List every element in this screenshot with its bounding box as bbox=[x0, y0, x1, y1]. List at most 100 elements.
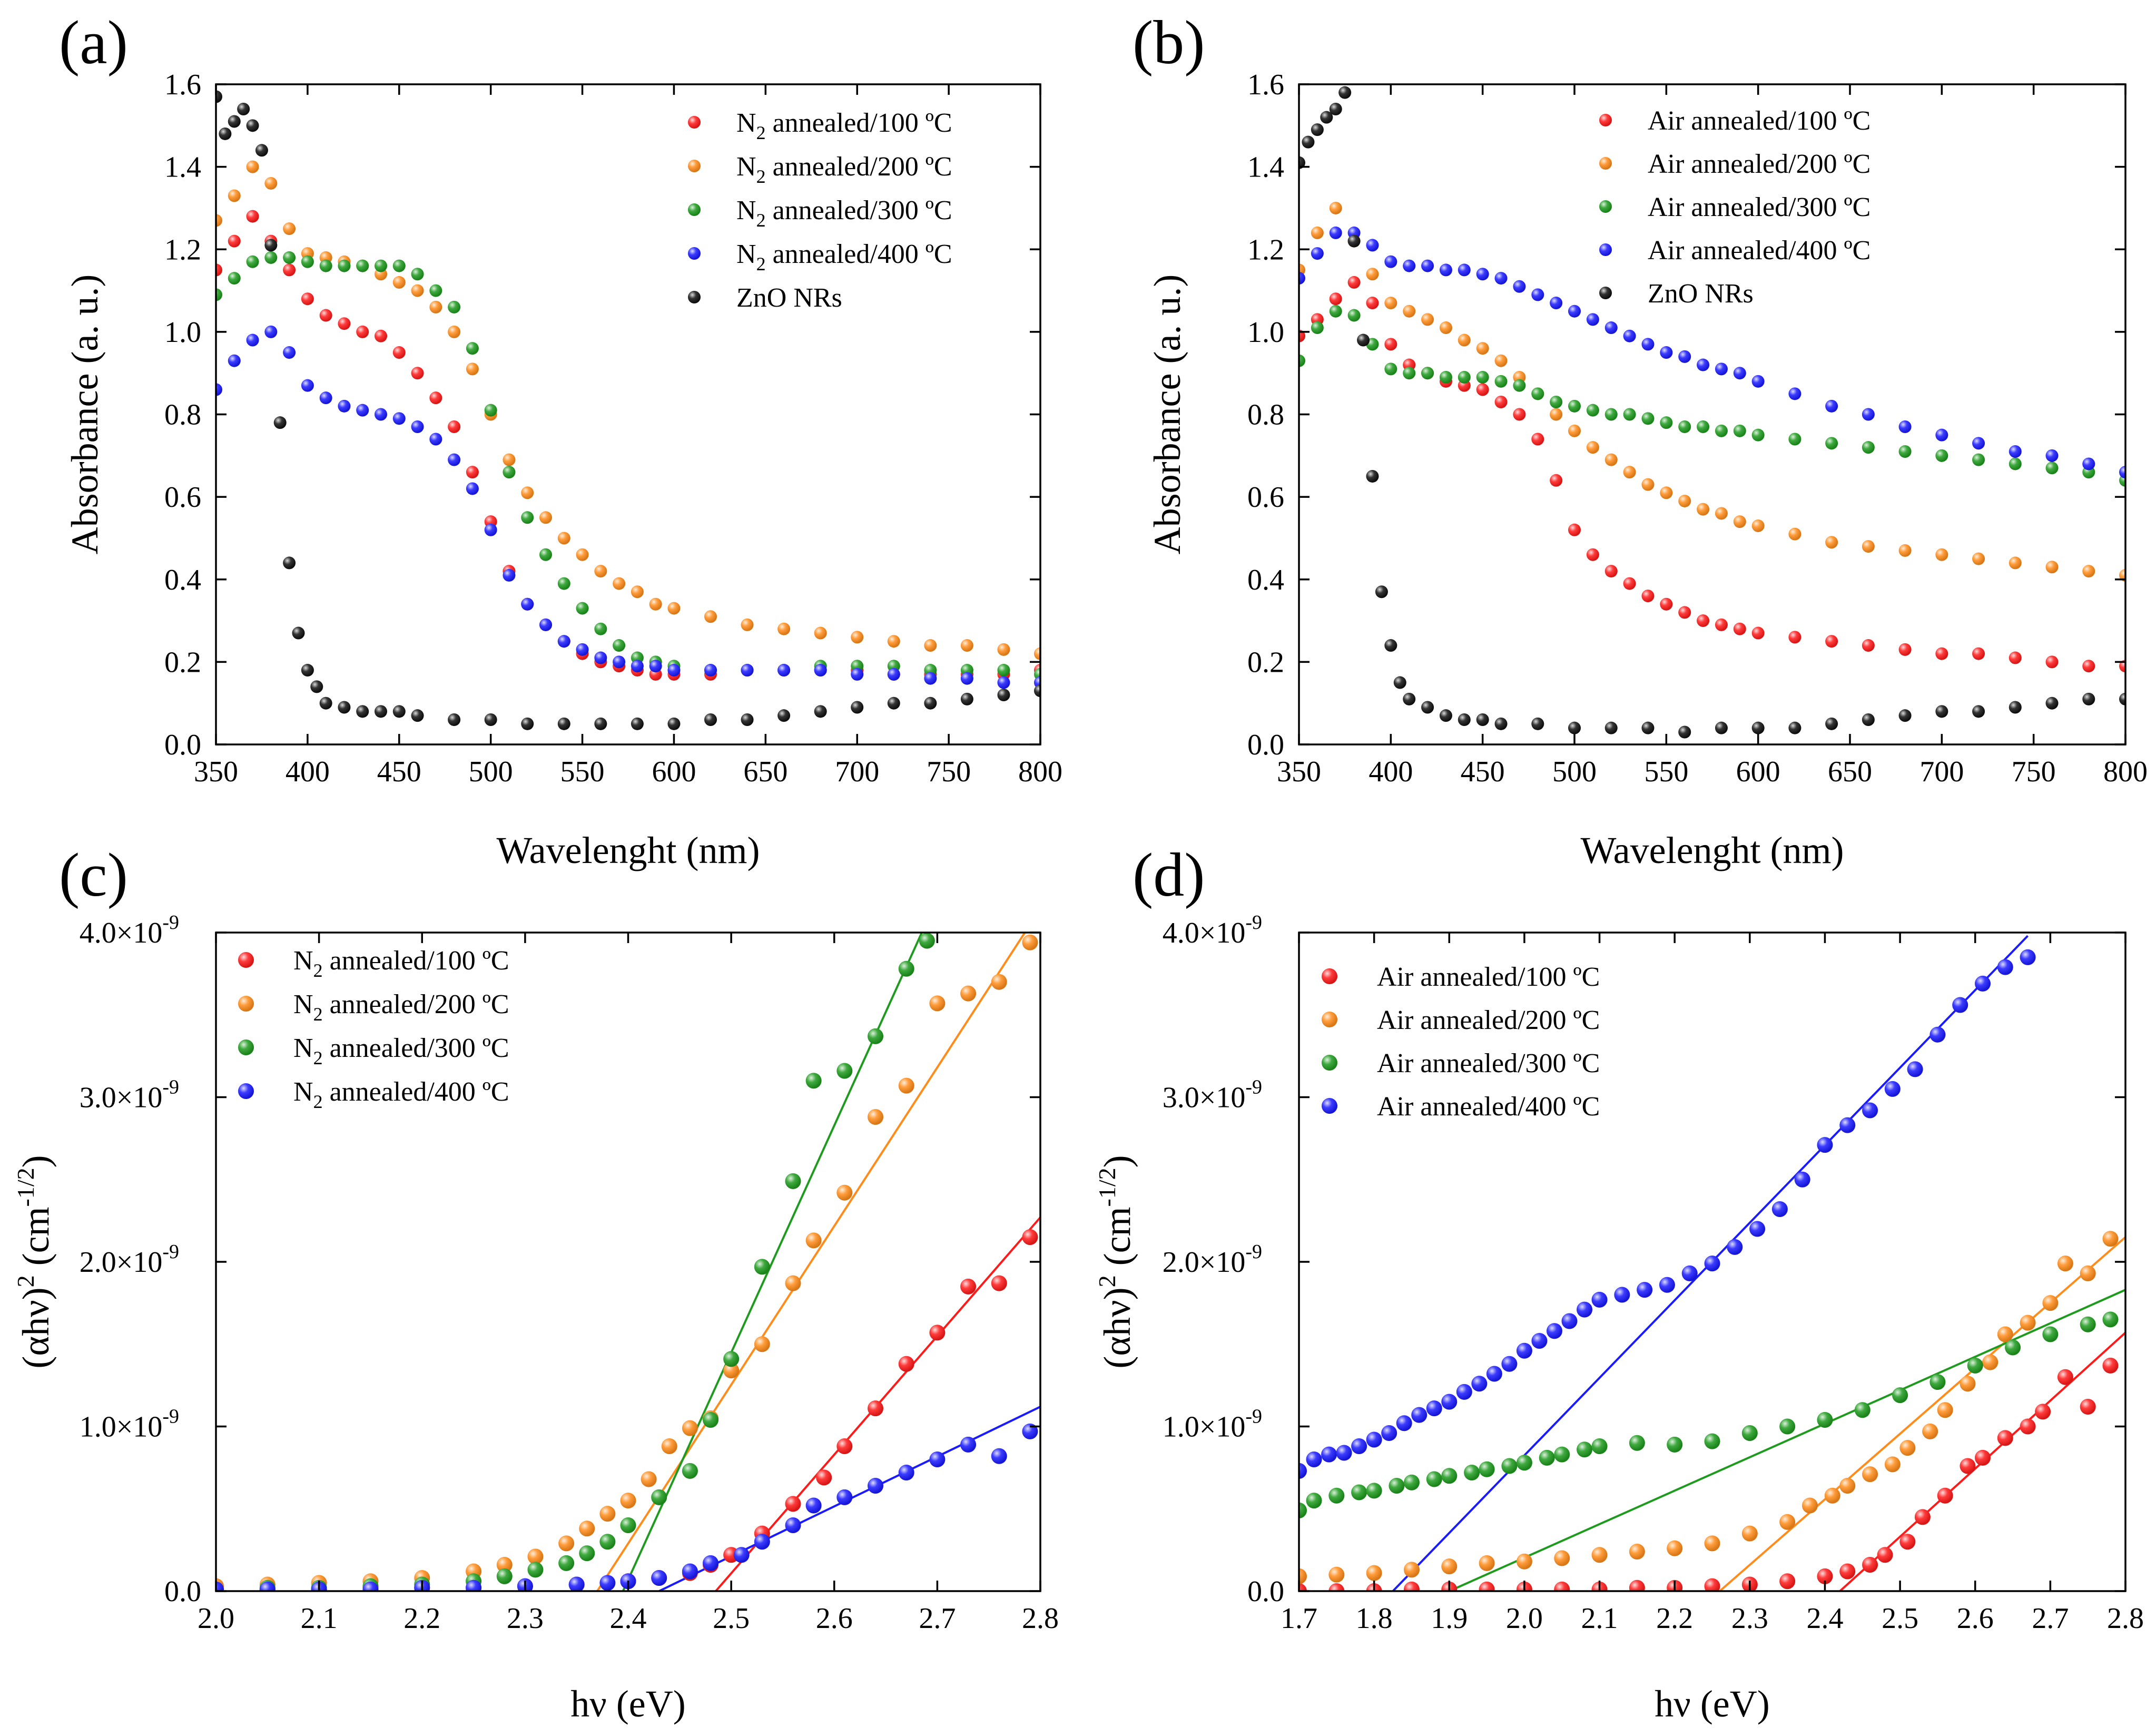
series-3 bbox=[216, 1423, 1038, 1591]
data-point-highlight bbox=[1771, 1201, 1788, 1217]
data-point-highlight bbox=[2020, 949, 2036, 965]
data-point-highlight bbox=[1306, 1493, 1322, 1509]
data-point-highlight bbox=[1458, 263, 1471, 277]
x-tick-label: 550 bbox=[560, 756, 605, 788]
x-tick-label: 2.1 bbox=[301, 1602, 338, 1635]
data-point-highlight bbox=[1952, 997, 1968, 1013]
data-point-highlight bbox=[484, 713, 497, 727]
data-point-highlight bbox=[264, 325, 278, 338]
data-point-highlight bbox=[651, 1489, 667, 1505]
y-tick-label: 4.0×10-9 bbox=[1163, 911, 1262, 949]
x-axis-label: hν (eV) bbox=[1655, 1683, 1769, 1725]
data-point-highlight bbox=[1591, 1547, 1608, 1563]
data-point-highlight bbox=[868, 1400, 883, 1417]
data-point-highlight bbox=[667, 717, 681, 730]
chart-panel-a: (a) 350 400 450 500 550 600 650 700 750 800 0.0 0.2 0… bbox=[59, 8, 1062, 871]
data-point-highlight bbox=[1678, 606, 1691, 619]
data-point-highlight bbox=[2045, 561, 2059, 574]
y-tick-label: 2.0×10-9 bbox=[80, 1241, 179, 1279]
legend-item: Air annealed/100 ºC bbox=[1599, 106, 1870, 136]
data-point-highlight bbox=[2035, 1404, 2051, 1420]
data-point-highlight bbox=[620, 1517, 636, 1533]
data-point-highlight bbox=[1586, 548, 1599, 561]
data-point-highlight bbox=[1439, 709, 1452, 722]
data-point-highlight bbox=[1366, 1483, 1382, 1499]
data-point-highlight bbox=[1306, 1451, 1322, 1467]
data-point-highlight bbox=[1531, 387, 1544, 400]
data-point-highlight bbox=[1741, 1425, 1758, 1441]
data-point-highlight bbox=[1299, 1568, 1307, 1584]
data-point-highlight bbox=[1641, 338, 1655, 351]
fit-line bbox=[1719, 1236, 2125, 1591]
data-point-highlight bbox=[1366, 268, 1379, 281]
series-4 bbox=[216, 90, 1040, 730]
data-point-highlight bbox=[1531, 433, 1544, 446]
data-point-highlight bbox=[2009, 651, 2022, 664]
data-point-highlight bbox=[851, 701, 864, 714]
y-tick-label: 3.0×10-9 bbox=[1163, 1076, 1262, 1114]
x-axis-label: hν (eV) bbox=[570, 1683, 685, 1725]
x-tick-label: 500 bbox=[1552, 756, 1597, 788]
data-point-highlight bbox=[1494, 717, 1508, 730]
data-point-highlight bbox=[2009, 701, 2022, 714]
data-point-highlight bbox=[594, 622, 607, 635]
data-point-highlight bbox=[1715, 362, 1728, 376]
y-tick-label: 0.4 bbox=[164, 564, 201, 596]
data-point-highlight bbox=[960, 639, 973, 652]
legend-marker-highlight bbox=[688, 116, 701, 129]
x-tick-label: 2.6 bbox=[816, 1602, 853, 1635]
x-tick-label: 750 bbox=[927, 756, 971, 788]
data-point-highlight bbox=[1458, 371, 1471, 384]
data-point-highlight bbox=[448, 300, 461, 313]
data-point-highlight bbox=[246, 119, 259, 132]
data-point-highlight bbox=[1554, 1446, 1570, 1463]
data-point-highlight bbox=[310, 680, 323, 693]
y-tick-label: 0.0 bbox=[164, 729, 201, 761]
data-point-highlight bbox=[613, 577, 626, 590]
x-tick-label: 2.8 bbox=[1022, 1602, 1059, 1635]
x-tick-label: 2.7 bbox=[919, 1602, 956, 1635]
data-point-highlight bbox=[1513, 379, 1526, 392]
data-point-highlight bbox=[704, 713, 717, 727]
data-point-highlight bbox=[527, 1548, 544, 1565]
data-point-highlight bbox=[1972, 437, 1985, 450]
data-point-highlight bbox=[1456, 1384, 1472, 1400]
data-point-highlight bbox=[1403, 1562, 1420, 1578]
data-point-highlight bbox=[1929, 1026, 1946, 1043]
data-point-highlight bbox=[898, 1356, 914, 1372]
data-point-highlight bbox=[1935, 705, 1948, 718]
data-point-highlight bbox=[1476, 713, 1489, 727]
data-point-highlight bbox=[661, 1438, 677, 1454]
data-point-highlight bbox=[1501, 1356, 1518, 1372]
data-point-highlight bbox=[805, 1073, 822, 1089]
data-point-highlight bbox=[1751, 428, 1765, 442]
data-point-highlight bbox=[1678, 494, 1691, 507]
data-point-highlight bbox=[599, 1506, 616, 1522]
data-point-highlight bbox=[1022, 1423, 1038, 1439]
data-point-highlight bbox=[1550, 474, 1563, 487]
data-point-highlight bbox=[599, 1575, 616, 1591]
data-point-highlight bbox=[1715, 507, 1728, 520]
data-point-highlight bbox=[1733, 424, 1746, 437]
data-point-highlight bbox=[1681, 1265, 1698, 1281]
data-point-highlight bbox=[1898, 445, 1912, 458]
legend: N2 annealed/100 ºC N2 annealed/200 ºC N2 a… bbox=[238, 946, 509, 1112]
data-point-highlight bbox=[1328, 1583, 1345, 1591]
data-point-highlight bbox=[836, 1489, 853, 1505]
data-point-highlight bbox=[576, 548, 589, 561]
data-point-highlight bbox=[1441, 1558, 1458, 1575]
x-tick-label: 2.3 bbox=[507, 1602, 544, 1635]
legend-marker-highlight bbox=[238, 952, 254, 968]
data-point-highlight bbox=[237, 102, 250, 115]
data-point-highlight bbox=[2057, 1369, 2073, 1385]
data-point-highlight bbox=[557, 717, 570, 730]
data-point-highlight bbox=[997, 689, 1010, 702]
plot-frame bbox=[215, 931, 1041, 1592]
data-point-highlight bbox=[1550, 297, 1563, 310]
data-point-highlight bbox=[484, 404, 497, 417]
x-tick-label: 2.4 bbox=[610, 1602, 647, 1635]
data-point-highlight bbox=[2045, 655, 2059, 669]
data-point-highlight bbox=[836, 1063, 853, 1079]
data-point-highlight bbox=[1982, 1354, 1999, 1370]
data-point-highlight bbox=[1516, 1553, 1532, 1570]
